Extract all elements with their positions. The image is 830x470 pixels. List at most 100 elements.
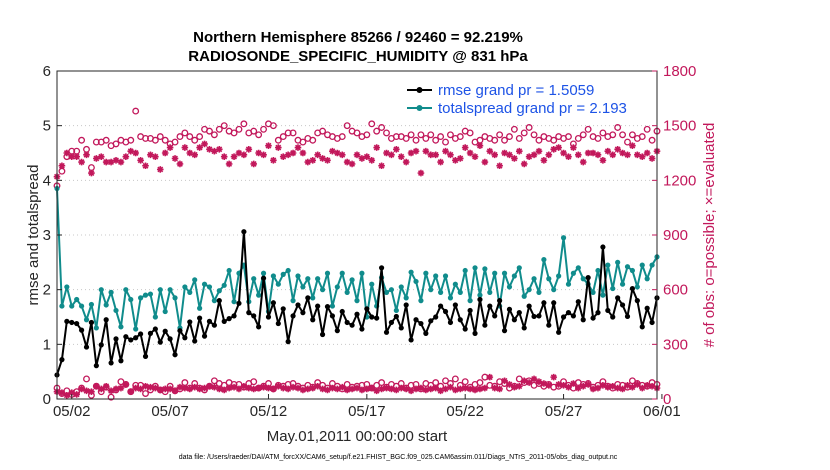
obs-evaluated-marker (555, 381, 562, 388)
obs-possible-marker (196, 133, 204, 141)
obs-possible-marker (363, 131, 371, 139)
series-point-0 (442, 308, 449, 315)
obs-possible-marker (338, 133, 346, 141)
series-point-1 (295, 273, 301, 279)
obs-evaluated-marker (314, 151, 321, 159)
y-tick-label: 4 (43, 172, 51, 189)
series-point-0 (585, 275, 591, 281)
obs-evaluated-marker (117, 384, 125, 392)
series-point-0 (162, 328, 168, 334)
series-point-1 (162, 308, 168, 315)
series-point-0 (501, 328, 508, 334)
obs-evaluated-marker (230, 153, 238, 160)
x-tick-label: 06/01 (643, 403, 681, 420)
obs-evaluated-marker (447, 383, 454, 391)
series-point-1 (383, 289, 390, 295)
obs-possible-marker (456, 133, 464, 141)
series-point-0 (418, 320, 424, 327)
obs-evaluated-marker (73, 391, 80, 398)
obs-evaluated-marker (289, 149, 297, 157)
obs-evaluated-marker (211, 147, 218, 155)
obs-evaluated-marker (515, 382, 523, 390)
obs-evaluated-marker (132, 384, 139, 392)
series-point-0 (177, 328, 183, 334)
obs-evaluated-marker (260, 151, 267, 159)
obs-evaluated-marker (363, 153, 371, 160)
obs-evaluated-marker (240, 151, 248, 159)
obs-evaluated-marker (230, 383, 238, 391)
obs-evaluated-marker (166, 144, 174, 151)
obs-evaluated-marker (619, 149, 626, 157)
x-axis-label: May.01,2011 00:00:00 start (267, 428, 448, 445)
obs-possible-marker (530, 131, 538, 139)
y-tick-label: 1 (43, 336, 51, 353)
obs-evaluated-marker (334, 385, 341, 393)
obs-possible-marker (368, 120, 376, 128)
series-point-0 (290, 313, 296, 319)
series-point-1 (526, 287, 532, 293)
obs-evaluated-marker (373, 144, 380, 151)
obs-evaluated-marker (471, 386, 479, 394)
obs-evaluated-marker (78, 158, 85, 166)
obs-possible-marker (638, 133, 646, 141)
obs-possible-marker (412, 136, 420, 144)
obs-evaluated-marker (83, 151, 90, 159)
obs-evaluated-marker (575, 384, 582, 392)
obs-evaluated-marker (196, 385, 203, 393)
series-point-1 (192, 277, 198, 283)
obs-evaluated-marker (437, 158, 444, 166)
series-point-1 (157, 287, 163, 293)
series-point-0 (315, 303, 321, 309)
obs-evaluated-marker (270, 156, 277, 164)
series-point-0 (221, 318, 227, 324)
series-point-0 (531, 313, 537, 320)
series-point-0 (359, 326, 365, 332)
series-point-0 (59, 357, 65, 363)
obs-evaluated-marker (137, 156, 144, 164)
series-point-0 (428, 318, 434, 324)
obs-possible-marker (535, 136, 543, 144)
obs-evaluated-marker (447, 151, 454, 159)
obs-evaluated-marker (496, 385, 503, 393)
obs-evaluated-marker (196, 144, 203, 151)
series-point-1 (477, 292, 483, 298)
series-point-1 (167, 287, 173, 293)
obs-evaluated-marker (338, 151, 346, 159)
series-point-1 (487, 289, 493, 295)
series-point-1 (541, 257, 547, 263)
obs-evaluated-marker (206, 146, 213, 153)
series-point-1 (64, 284, 70, 290)
obs-possible-marker (186, 133, 194, 141)
obs-possible-marker (171, 138, 179, 146)
obs-evaluated-marker (181, 384, 189, 392)
series-point-0 (403, 302, 409, 308)
obs-evaluated-marker (422, 386, 430, 394)
series-point-1 (339, 270, 345, 276)
obs-evaluated-marker (358, 386, 366, 394)
obs-evaluated-marker (584, 381, 592, 388)
obs-possible-marker (309, 136, 317, 144)
series-point-1 (98, 287, 104, 293)
obs-evaluated-marker (329, 384, 336, 392)
obs-evaluated-marker (535, 147, 543, 155)
obs-evaluated-marker (579, 158, 587, 166)
series-point-0 (147, 330, 154, 336)
series-point-0 (334, 328, 340, 334)
obs-possible-marker (191, 136, 199, 144)
obs-evaluated-marker (506, 151, 513, 159)
series-point-1 (344, 289, 350, 295)
footnote: data file: /Users/raeder/DAI/ATM_forcXX/… (179, 454, 618, 461)
series-point-1 (103, 302, 109, 308)
series-point-0 (280, 306, 286, 312)
obs-evaluated-marker (511, 155, 518, 162)
series-point-1 (615, 259, 621, 265)
series-point-0 (133, 335, 139, 341)
obs-evaluated-marker (201, 140, 208, 148)
obs-evaluated-marker (289, 383, 297, 391)
obs-evaluated-marker (132, 149, 139, 157)
series-point-0 (536, 313, 542, 319)
series-point-1 (570, 270, 576, 276)
series-point-0 (349, 322, 355, 328)
series-point-1 (501, 270, 508, 276)
obs-evaluated-marker (363, 385, 371, 393)
